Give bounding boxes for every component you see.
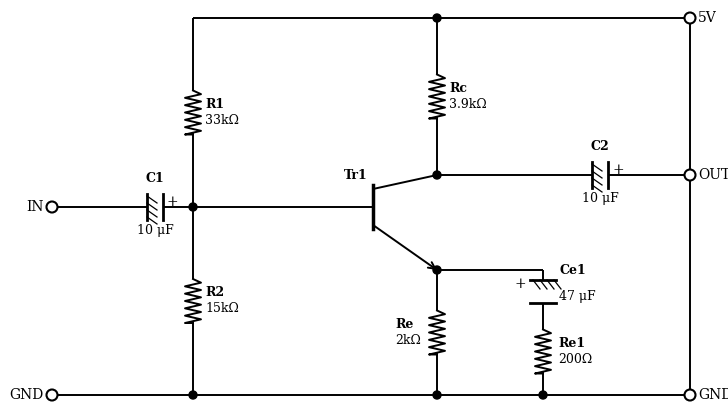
- Text: Ce1: Ce1: [559, 264, 586, 277]
- Text: 33kΩ: 33kΩ: [205, 114, 239, 127]
- Text: Tr1: Tr1: [344, 169, 368, 182]
- Text: C1: C1: [146, 172, 165, 185]
- Text: Re: Re: [395, 318, 414, 331]
- Circle shape: [189, 203, 197, 211]
- Circle shape: [684, 390, 695, 401]
- Text: 2kΩ: 2kΩ: [395, 334, 421, 347]
- Text: C2: C2: [590, 140, 609, 153]
- Circle shape: [684, 13, 695, 23]
- Text: +: +: [167, 195, 178, 209]
- Text: 10 μF: 10 μF: [137, 224, 173, 237]
- Circle shape: [47, 202, 58, 212]
- Text: R1: R1: [205, 98, 224, 111]
- Text: R2: R2: [205, 287, 224, 300]
- Circle shape: [433, 266, 441, 274]
- Text: Re1: Re1: [558, 337, 585, 350]
- Circle shape: [539, 391, 547, 399]
- Text: +: +: [515, 277, 526, 291]
- Text: 15kΩ: 15kΩ: [205, 303, 239, 316]
- Text: +: +: [612, 163, 624, 177]
- Text: 5V: 5V: [698, 11, 717, 25]
- Circle shape: [189, 391, 197, 399]
- Circle shape: [433, 171, 441, 179]
- Circle shape: [433, 14, 441, 22]
- Circle shape: [433, 391, 441, 399]
- Text: IN: IN: [26, 200, 44, 214]
- Text: Rc: Rc: [449, 82, 467, 95]
- Text: GND: GND: [9, 388, 44, 402]
- Text: 10 μF: 10 μF: [582, 192, 618, 205]
- Text: 47 μF: 47 μF: [559, 290, 596, 303]
- Text: 200Ω: 200Ω: [558, 353, 593, 366]
- Text: 3.9kΩ: 3.9kΩ: [449, 98, 487, 111]
- Text: GND: GND: [698, 388, 728, 402]
- Circle shape: [47, 390, 58, 401]
- Circle shape: [684, 170, 695, 181]
- Text: OUT: OUT: [698, 168, 728, 182]
